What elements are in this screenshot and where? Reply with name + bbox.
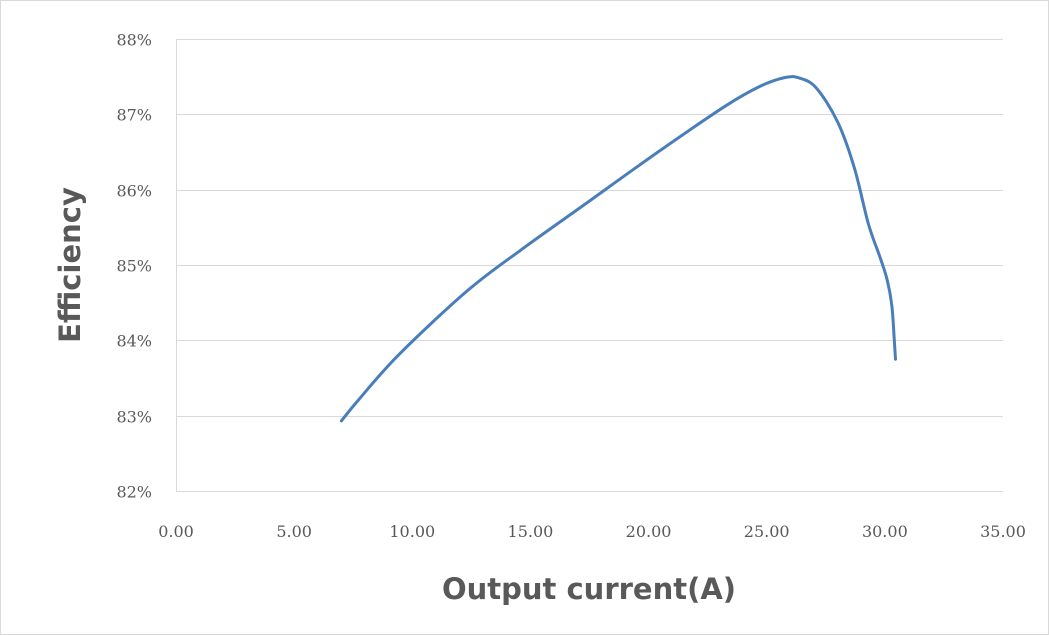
x-tick-label: 0.00 bbox=[158, 522, 194, 541]
x-tick-label: 20.00 bbox=[626, 522, 672, 541]
x-tick-label: 35.00 bbox=[980, 522, 1026, 541]
x-tick-label: 30.00 bbox=[862, 522, 908, 541]
y-axis-title: Efficiency bbox=[53, 187, 87, 343]
y-tick-label: 82% bbox=[116, 483, 152, 502]
x-axis-title: Output current(A) bbox=[442, 572, 736, 606]
x-tick-label: 15.00 bbox=[508, 522, 554, 541]
x-tick-label: 10.00 bbox=[389, 522, 435, 541]
x-tick-label: 25.00 bbox=[744, 522, 790, 541]
x-tick-labels: 0.00 5.00 10.00 15.00 20.00 25.00 30.00 35.00 bbox=[158, 522, 1026, 541]
efficiency-series-line bbox=[339, 75, 897, 423]
y-tick-label: 87% bbox=[116, 106, 152, 125]
series-layer bbox=[339, 75, 897, 423]
x-tick-label: 5.00 bbox=[276, 522, 312, 541]
grid-layer bbox=[176, 39, 1003, 492]
y-tick-label: 88% bbox=[116, 31, 152, 50]
y-tick-label: 84% bbox=[116, 332, 152, 351]
y-tick-labels: 82% 83% 84% 85% 86% 87% 88% bbox=[116, 31, 152, 502]
y-tick-label: 85% bbox=[116, 257, 152, 276]
y-tick-label: 86% bbox=[116, 182, 152, 201]
y-tick-label: 83% bbox=[116, 408, 152, 427]
